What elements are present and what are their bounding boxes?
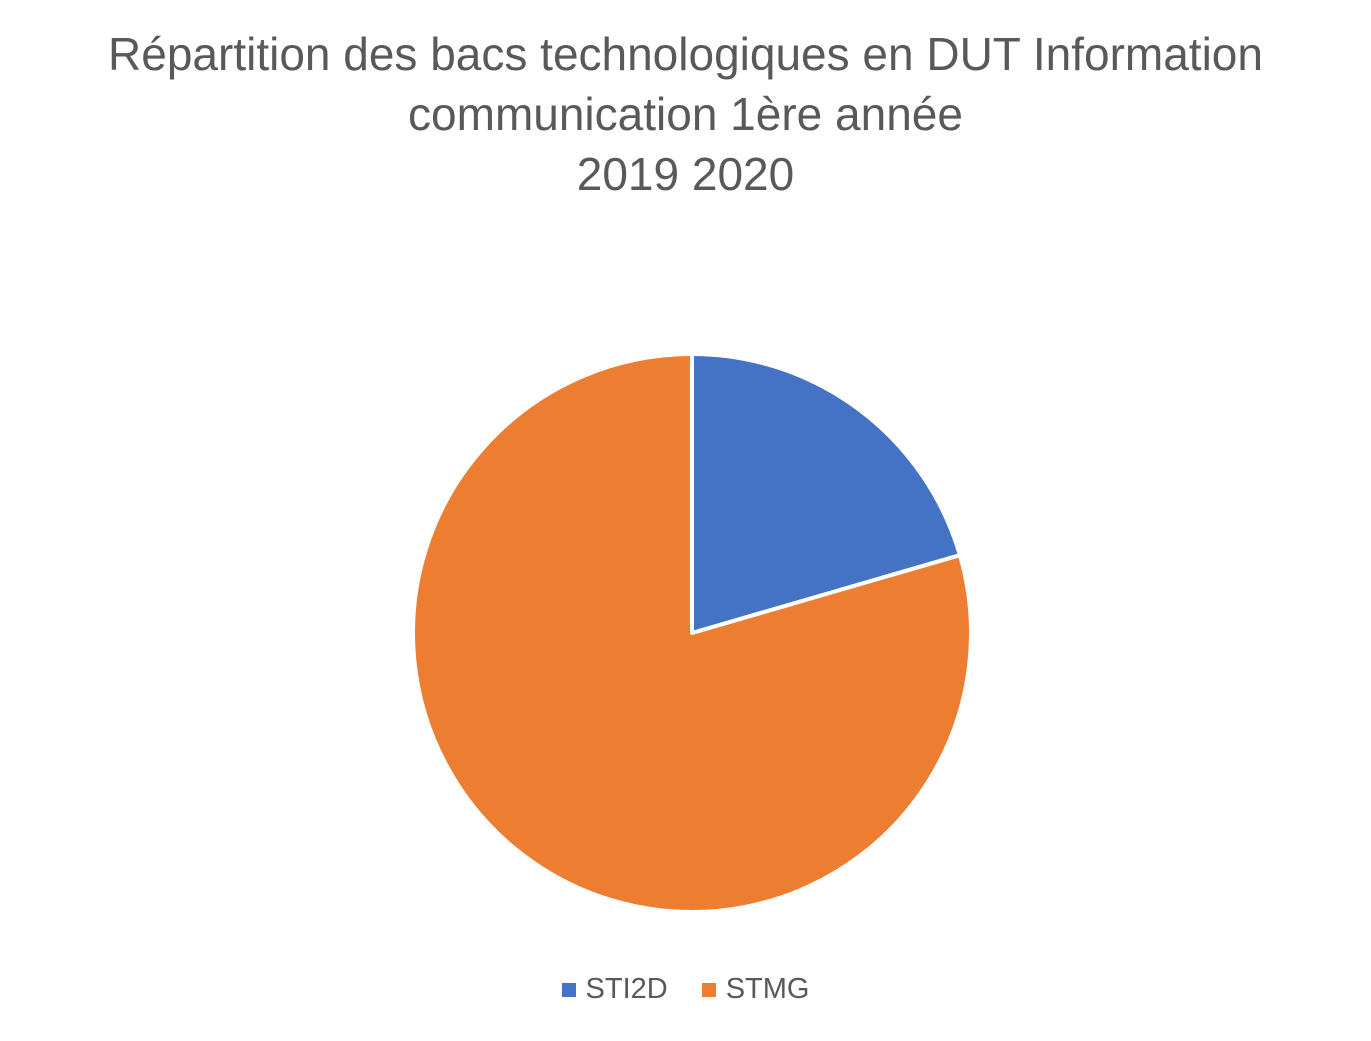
pie-slices	[411, 352, 973, 914]
pie-slice-sti2d	[690, 352, 962, 635]
legend-label-sti2d: STI2D	[585, 973, 668, 1005]
chart-title-line-2: communication 1ère année	[408, 88, 963, 140]
pie-slice-stmg	[411, 352, 973, 914]
chart-title-line-1: Répartition des bacs technologiques en D…	[108, 28, 1263, 80]
legend-swatch-stmg	[701, 982, 716, 997]
legend: STI2D STMG	[0, 973, 1371, 1006]
chart-title: Répartition des bacs technologiques en D…	[0, 24, 1371, 204]
legend-item-sti2d: STI2D	[561, 973, 668, 1006]
legend-label-stmg: STMG	[725, 973, 810, 1005]
chart-title-line-3: 2019 2020	[576, 148, 795, 200]
legend-item-stmg: STMG	[701, 973, 810, 1006]
legend-swatch-sti2d	[561, 982, 576, 997]
